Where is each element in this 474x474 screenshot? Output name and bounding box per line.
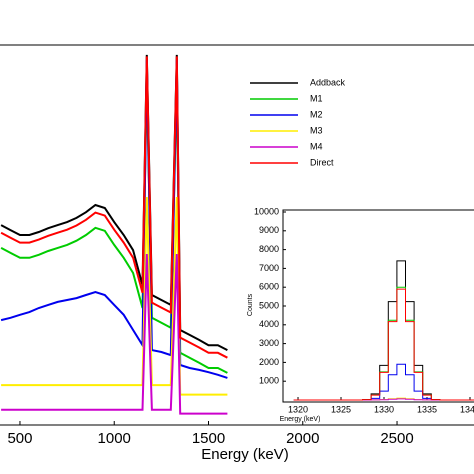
inset-y-axis-label: Counts [247, 293, 254, 316]
x-axis-label: Energy (keV) [201, 446, 289, 463]
x-tick-label: 1000 [98, 430, 131, 447]
legend-label: M4 [310, 141, 323, 151]
x-tick-label: 500 [7, 430, 32, 447]
spectrum-line [0, 56, 228, 359]
x-tick-label: 1335 [417, 404, 437, 414]
x-tick-label: 1325 [331, 404, 351, 414]
y-tick-label: 8000 [259, 244, 279, 254]
spectrum-line [1, 253, 228, 415]
inset-x-axis-label: Energy (keV) [280, 416, 321, 423]
spectrum-line [1, 196, 228, 396]
inset-frame [282, 209, 474, 403]
x-tick-label: 1500 [192, 430, 225, 447]
peak-histogram [293, 288, 474, 401]
y-tick-label: 3000 [259, 338, 279, 348]
legend-label: M1 [310, 93, 323, 103]
legend-label: Addback [310, 77, 346, 87]
y-tick-label: 9000 [259, 225, 279, 235]
x-tick-label: 2000 [286, 430, 319, 447]
y-tick-label: 2000 [259, 357, 279, 367]
y-tick-label: 5000 [259, 300, 279, 310]
y-tick-label: 1000 [259, 376, 279, 386]
x-tick-label: 1340 [460, 404, 474, 414]
x-tick-label: 1330 [374, 404, 394, 414]
y-tick-label: 10000 [254, 206, 279, 216]
x-tick-label: 2500 [380, 430, 413, 447]
legend-label: M2 [310, 109, 323, 119]
x-tick-label: 1320 [288, 404, 308, 414]
spectrum-line [0, 82, 228, 374]
legend-label: Direct [310, 157, 334, 167]
legend-label: M3 [310, 125, 323, 135]
y-tick-label: 4000 [259, 319, 279, 329]
spectrum-line [0, 60, 228, 379]
y-tick-label: 6000 [259, 282, 279, 292]
y-tick-label: 7000 [259, 263, 279, 273]
spectrum-line [0, 54, 228, 351]
